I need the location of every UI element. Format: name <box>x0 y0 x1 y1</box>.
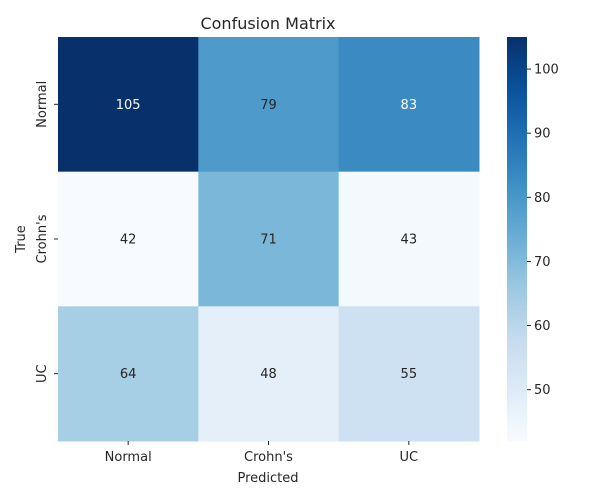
y-axis-label: True <box>14 225 29 254</box>
x-tick-label: Normal <box>105 450 152 465</box>
colorbar-tick-label: 90 <box>534 127 551 142</box>
cell-value-label: 43 <box>401 233 418 248</box>
x-axis-ticks: Normal Crohn's UC <box>105 441 418 465</box>
heatmap-cell <box>198 171 340 307</box>
chart-title: Confusion Matrix <box>200 14 335 33</box>
x-tick-label: Crohn's <box>244 450 293 465</box>
heatmap-cell <box>198 37 340 173</box>
cell-value-label: 79 <box>260 98 277 113</box>
y-tick-label: Crohn's <box>35 214 50 263</box>
colorbar-tick-label: 80 <box>534 191 551 206</box>
colorbar-tick-label: 50 <box>534 383 551 398</box>
heatmap-cells: 105 79 83 42 71 43 64 48 55 <box>58 37 480 442</box>
heatmap-cell <box>58 171 199 307</box>
y-tick-label: Normal <box>35 81 50 128</box>
heatmap-cell <box>338 171 480 307</box>
cell-value-label: 55 <box>401 367 418 382</box>
cell-value-label: 105 <box>116 98 141 113</box>
y-axis-ticks: Normal Crohn's UC <box>35 81 58 383</box>
x-tick-label: UC <box>400 450 419 465</box>
colorbar-tick-label: 70 <box>534 255 551 270</box>
cell-value-label: 42 <box>120 233 137 248</box>
cell-value-label: 83 <box>401 98 418 113</box>
colorbar-tick-label: 60 <box>534 319 551 334</box>
heatmap-cell <box>58 37 199 173</box>
heatmap-cell <box>58 306 199 442</box>
x-axis-label: Predicted <box>237 471 298 486</box>
colorbar <box>507 37 527 441</box>
heatmap-cell <box>338 306 480 442</box>
colorbar-tick-label: 100 <box>534 63 559 78</box>
heatmap-cell <box>338 37 480 173</box>
heatmap-cell <box>198 306 340 442</box>
cell-value-label: 48 <box>260 367 277 382</box>
colorbar-ticks: 50 60 70 80 90 100 <box>527 63 559 398</box>
y-tick-label: UC <box>35 364 50 383</box>
cell-value-label: 64 <box>120 367 137 382</box>
cell-value-label: 71 <box>260 233 277 248</box>
